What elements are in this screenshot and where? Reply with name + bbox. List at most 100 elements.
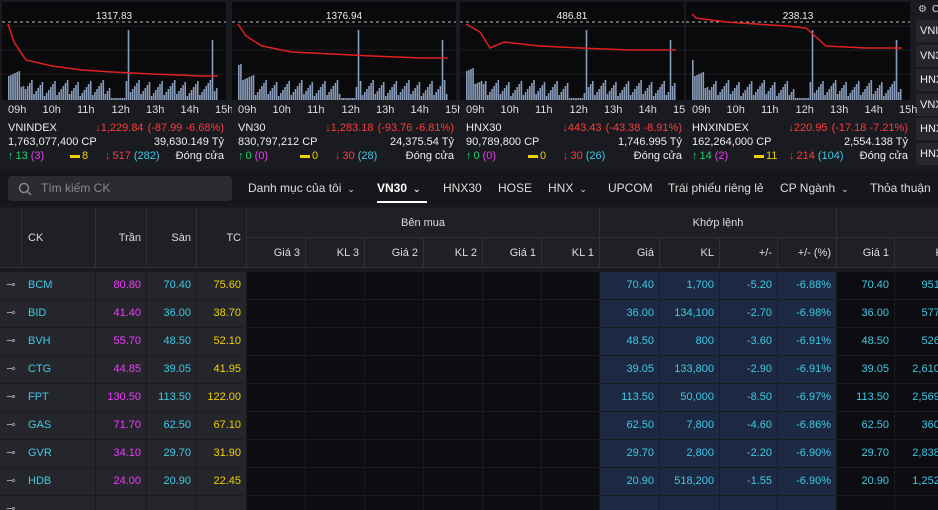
stock-symbol[interactable]: BID bbox=[28, 307, 47, 319]
market-tab[interactable]: Danh mục của tôi ⌄ bbox=[248, 181, 355, 195]
volume-bar bbox=[516, 87, 518, 100]
side-item[interactable]: VNX bbox=[916, 93, 938, 116]
volume-bar bbox=[8, 76, 10, 100]
down-arrow: ↓ bbox=[105, 150, 111, 162]
table-cell-bg bbox=[720, 300, 777, 327]
market-tab[interactable]: UPCOM bbox=[608, 181, 653, 195]
time-label: 14h bbox=[180, 104, 199, 116]
index-panel[interactable]: 1317.83 09h 10h 11h 12h 13h 14h 15h VNINDEX ↓1,22… bbox=[2, 2, 233, 168]
time-label: 13h bbox=[376, 104, 395, 116]
table-cell-bg bbox=[197, 440, 246, 467]
time-label: 09h bbox=[466, 104, 485, 116]
volume-bar bbox=[324, 81, 326, 100]
stock-symbol[interactable]: BVH bbox=[28, 335, 51, 347]
table-cell: 39.05 bbox=[163, 363, 191, 375]
side-item[interactable]: VN3 bbox=[916, 44, 938, 67]
volume-bar bbox=[524, 92, 527, 100]
pin-cell[interactable]: ⊸ bbox=[0, 328, 22, 355]
market-tab[interactable]: HNX ⌄ bbox=[548, 181, 587, 195]
table-cell: 20.90 bbox=[626, 475, 654, 487]
index-change: ↓443.43 (-43.38 -8.91%) bbox=[562, 122, 682, 134]
market-tab[interactable]: HOSE bbox=[498, 181, 532, 195]
pin-cell[interactable]: ⊸ bbox=[0, 412, 22, 439]
table-cell-bg bbox=[306, 412, 364, 439]
down-arrow: ↓ bbox=[563, 150, 569, 162]
side-item[interactable]: HNX bbox=[916, 118, 938, 140]
volume-bar bbox=[129, 92, 132, 100]
stock-symbol[interactable]: BCM bbox=[28, 279, 53, 291]
column-header: Giá 2 bbox=[365, 238, 424, 268]
market-tab[interactable]: Thỏa thuận bbox=[870, 181, 931, 195]
volume-bar bbox=[410, 94, 412, 100]
volume-bar bbox=[271, 88, 274, 100]
index-line bbox=[7, 23, 218, 77]
pin-cell[interactable]: ⊸ bbox=[0, 440, 22, 467]
table-cell: 518,200 bbox=[674, 475, 714, 487]
pin-cell[interactable]: ⊸ bbox=[0, 272, 22, 299]
index-name[interactable]: VNINDEX bbox=[8, 122, 57, 134]
table-cell: 48.50 bbox=[861, 335, 889, 347]
volume-bar bbox=[790, 92, 793, 100]
pin-cell[interactable]: ⊸ bbox=[0, 384, 22, 411]
chevron: ⌄ bbox=[347, 184, 355, 194]
stock-symbol[interactable]: HDB bbox=[28, 475, 52, 487]
index-name[interactable]: HNXINDEX bbox=[692, 122, 749, 134]
pin-cell[interactable]: ⊸ bbox=[0, 356, 22, 383]
stock-symbol[interactable]: CTG bbox=[28, 363, 52, 375]
table-cell: 41.40 bbox=[113, 307, 141, 319]
volume-bar bbox=[667, 92, 670, 100]
volume-bar bbox=[510, 96, 512, 100]
market-tab[interactable]: HNX30 bbox=[443, 181, 482, 195]
volume-bar bbox=[845, 82, 847, 100]
column-header: KL bbox=[895, 238, 938, 268]
index-name[interactable]: VN30 bbox=[238, 122, 266, 134]
market-tab[interactable]: CP Ngành ⌄ bbox=[780, 181, 849, 195]
search-box[interactable]: Tìm kiếm CK bbox=[8, 176, 232, 201]
table-cell: 62.50 bbox=[163, 419, 191, 431]
side-item[interactable]: HNX bbox=[916, 142, 938, 165]
stock-symbol[interactable]: GAS bbox=[28, 419, 52, 431]
pin-cell[interactable]: ⊸ bbox=[0, 300, 22, 327]
volume-bar bbox=[16, 72, 18, 100]
index-price: 220.95 bbox=[793, 122, 828, 134]
volume-bar bbox=[437, 89, 440, 100]
stock-symbol[interactable]: FPT bbox=[28, 391, 49, 403]
volume-bar bbox=[731, 91, 734, 100]
volume-bar bbox=[604, 80, 607, 100]
volume-bar bbox=[134, 86, 136, 100]
volume-bar bbox=[478, 82, 481, 100]
side-item[interactable]: HNX bbox=[916, 69, 938, 91]
down-count: 30 bbox=[342, 150, 355, 162]
volume-bar bbox=[238, 65, 240, 100]
floor-count: (282) bbox=[133, 150, 160, 162]
side-item[interactable]: VNI bbox=[916, 20, 938, 42]
volume-bar bbox=[623, 87, 626, 100]
gear-icon[interactable]: ⚙ bbox=[918, 4, 927, 15]
volume-bar bbox=[102, 80, 105, 100]
index-panel[interactable]: 238.13 09h 10h 11h 12h 13h 14h 15h HNXINDEX ↓220.… bbox=[686, 2, 917, 168]
volume-bar bbox=[487, 95, 489, 100]
index-name[interactable]: HNX30 bbox=[466, 122, 502, 134]
market-tab[interactable]: Trái phiếu riêng lẻ bbox=[668, 181, 764, 195]
volume-bar bbox=[809, 82, 812, 100]
volume-bar bbox=[694, 76, 696, 100]
volume-bar bbox=[710, 87, 713, 100]
table-cell: 113.50 bbox=[856, 391, 889, 403]
stock-symbol[interactable]: GVR bbox=[28, 447, 52, 459]
reference-label: 486.81 bbox=[556, 11, 588, 22]
table-cell-bg bbox=[837, 468, 894, 495]
index-panel[interactable]: 1376.94 09h 10h 11h 12h 13h 14h 15h VN30 ↓1,283.1… bbox=[232, 2, 463, 168]
pin-cell[interactable]: ⊸ bbox=[0, 468, 22, 495]
time-label: 10h bbox=[500, 104, 519, 116]
volume-bar bbox=[568, 98, 571, 100]
volume-bar bbox=[851, 90, 854, 100]
table-cell: 130.50 bbox=[107, 391, 141, 403]
unchanged-value: 0 bbox=[540, 150, 547, 162]
index-panel[interactable]: 486.81 09h 10h 11h 12h 13h 14h 15h HNX30 ↓443.43(… bbox=[460, 2, 691, 168]
volume-bar bbox=[117, 98, 119, 100]
volume-bar bbox=[729, 94, 732, 100]
volume-bar bbox=[12, 74, 14, 100]
market-tab[interactable]: VN30 ⌄ bbox=[377, 181, 421, 195]
pin-cell[interactable]: ⊸ bbox=[0, 496, 22, 510]
volume-bar bbox=[797, 98, 799, 100]
